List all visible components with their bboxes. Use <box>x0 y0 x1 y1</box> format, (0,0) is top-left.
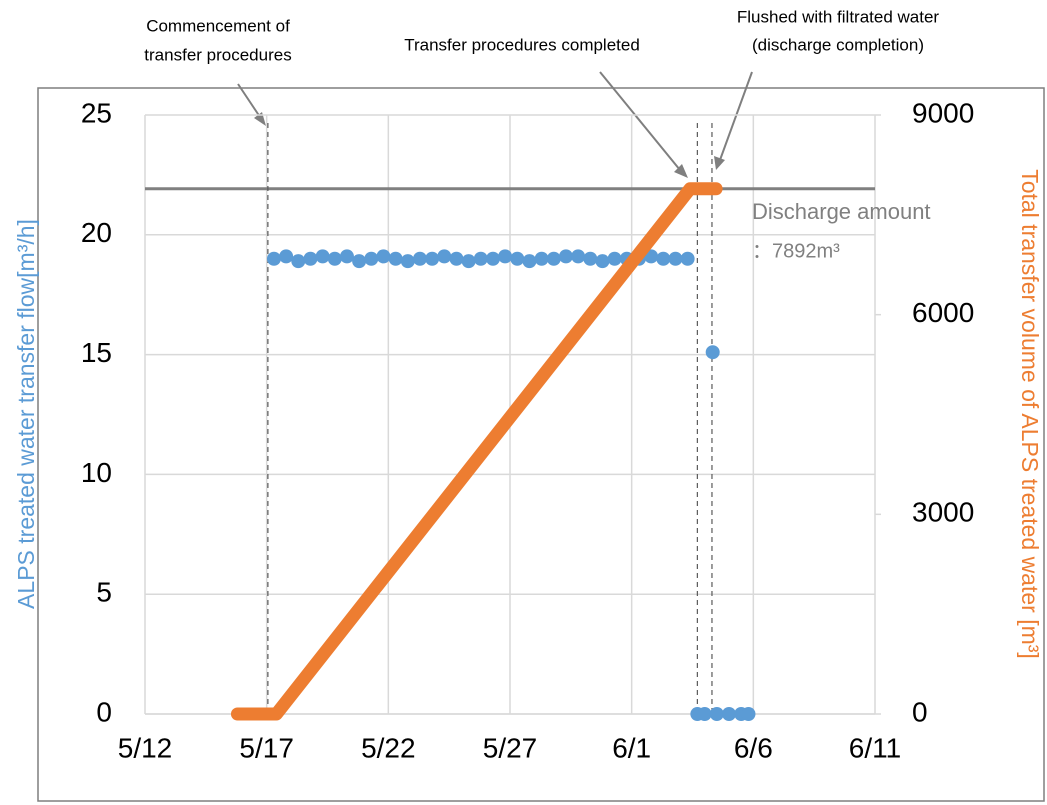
data-point <box>291 254 306 269</box>
data-point <box>425 251 440 266</box>
annotation-arrow <box>719 71 753 161</box>
y2-tick-label: 9000 <box>912 97 974 128</box>
data-point <box>437 249 452 264</box>
data-point <box>656 251 671 266</box>
data-point <box>315 249 330 264</box>
data-point <box>722 707 736 721</box>
data-point <box>558 249 573 264</box>
reference-label: Discharge amount <box>752 199 931 224</box>
data-point <box>279 249 294 264</box>
annotation-arrow-head <box>714 156 725 170</box>
annotation-arrow-head <box>674 164 688 178</box>
data-point <box>522 254 537 269</box>
annotation: transfer procedures <box>144 45 291 64</box>
y2-tick-label: 6000 <box>912 297 974 328</box>
y2-tick-label: 3000 <box>912 497 974 528</box>
annotation: Commencement of <box>146 16 290 35</box>
data-point <box>339 249 354 264</box>
annotation-arrow <box>237 83 263 121</box>
x-tick-label: 6/1 <box>612 732 651 763</box>
x-tick-label: 6/11 <box>849 732 901 763</box>
x-tick-label: 6/6 <box>734 732 773 763</box>
x-tick-label: 5/27 <box>483 732 538 763</box>
y-tick-label: 15 <box>81 337 112 368</box>
y2-tick-label: 0 <box>912 696 928 727</box>
data-point <box>583 251 598 266</box>
data-point <box>327 251 342 266</box>
data-point <box>303 251 318 266</box>
data-point <box>400 254 415 269</box>
y-tick-label: 0 <box>96 696 112 727</box>
annotation: (discharge completion) <box>752 35 924 54</box>
data-point <box>388 251 403 266</box>
data-point <box>498 249 513 264</box>
data-line <box>230 182 723 721</box>
data-point <box>571 249 586 264</box>
data-point <box>266 251 281 266</box>
annotations: Commencement of transfer procedures Tran… <box>144 7 939 178</box>
data-point <box>412 251 427 266</box>
data-point <box>595 254 610 269</box>
data-point <box>364 251 379 266</box>
x-tick-label: 5/12 <box>118 732 173 763</box>
chart-frame <box>37 87 1045 802</box>
data-point <box>697 707 712 721</box>
y-tick-label: 20 <box>81 217 112 248</box>
data-point <box>473 251 488 266</box>
data-point <box>741 707 756 721</box>
data-point <box>352 254 367 269</box>
annotation: Transfer procedures completed <box>404 35 640 54</box>
data-point <box>461 254 476 269</box>
data-point <box>709 707 724 721</box>
x-tick-label: 5/17 <box>239 732 294 763</box>
data-point <box>534 251 549 266</box>
x-tick-label: 5/22 <box>361 732 416 763</box>
data-point <box>705 345 720 360</box>
data-point <box>376 249 391 264</box>
annotation-arrow <box>599 71 681 171</box>
y2-axis-title: Total transfer volume of ALPS treated wa… <box>1017 169 1043 659</box>
reference-label: ：7892m³ <box>752 240 840 262</box>
y-tick-label: 5 <box>96 577 112 608</box>
data-point <box>546 251 561 266</box>
y-tick-label: 10 <box>81 457 112 488</box>
data-point <box>449 251 464 266</box>
y-tick-label: 25 <box>81 97 112 128</box>
data-point <box>485 251 500 266</box>
data-point <box>510 251 525 266</box>
data-point <box>680 251 695 266</box>
y-axis-title: ALPS treated water transfer flow[m³/h] <box>13 219 39 609</box>
annotation: Flushed with filtrated water <box>737 7 940 26</box>
annotation-arrow-head <box>254 112 266 126</box>
data-point <box>607 251 622 266</box>
data-point <box>668 251 683 266</box>
